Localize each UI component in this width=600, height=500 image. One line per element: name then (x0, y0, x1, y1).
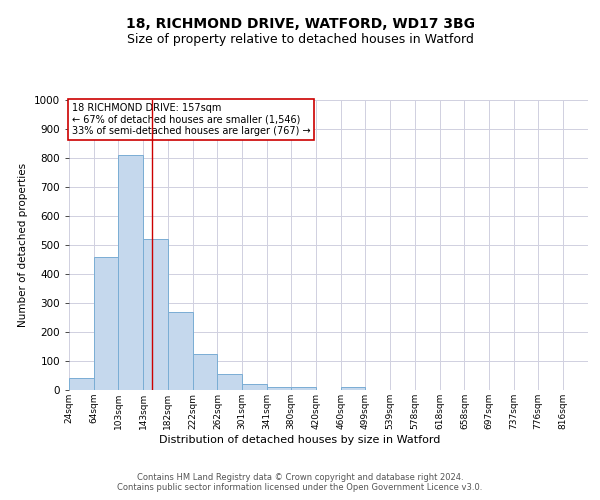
Text: Contains public sector information licensed under the Open Government Licence v3: Contains public sector information licen… (118, 484, 482, 492)
Bar (217, 374, 242, 390)
Y-axis label: Number of detached properties: Number of detached properties (18, 163, 28, 327)
Bar (167, 312, 193, 390)
Bar (118, 155, 143, 390)
Text: Size of property relative to detached houses in Watford: Size of property relative to detached ho… (127, 32, 473, 46)
Text: Contains HM Land Registry data © Crown copyright and database right 2024.: Contains HM Land Registry data © Crown c… (137, 472, 463, 482)
Bar (193, 354, 217, 390)
Bar (69, 378, 94, 390)
Text: 18 RICHMOND DRIVE: 157sqm
← 67% of detached houses are smaller (1,546)
33% of se: 18 RICHMOND DRIVE: 157sqm ← 67% of detac… (71, 103, 310, 136)
Bar (341, 387, 365, 390)
Bar (242, 384, 267, 390)
Bar (291, 387, 316, 390)
Text: Distribution of detached houses by size in Watford: Distribution of detached houses by size … (160, 435, 440, 445)
Bar (143, 239, 167, 390)
Text: 18, RICHMOND DRIVE, WATFORD, WD17 3BG: 18, RICHMOND DRIVE, WATFORD, WD17 3BG (125, 18, 475, 32)
Bar (267, 387, 291, 390)
Bar (94, 256, 118, 390)
